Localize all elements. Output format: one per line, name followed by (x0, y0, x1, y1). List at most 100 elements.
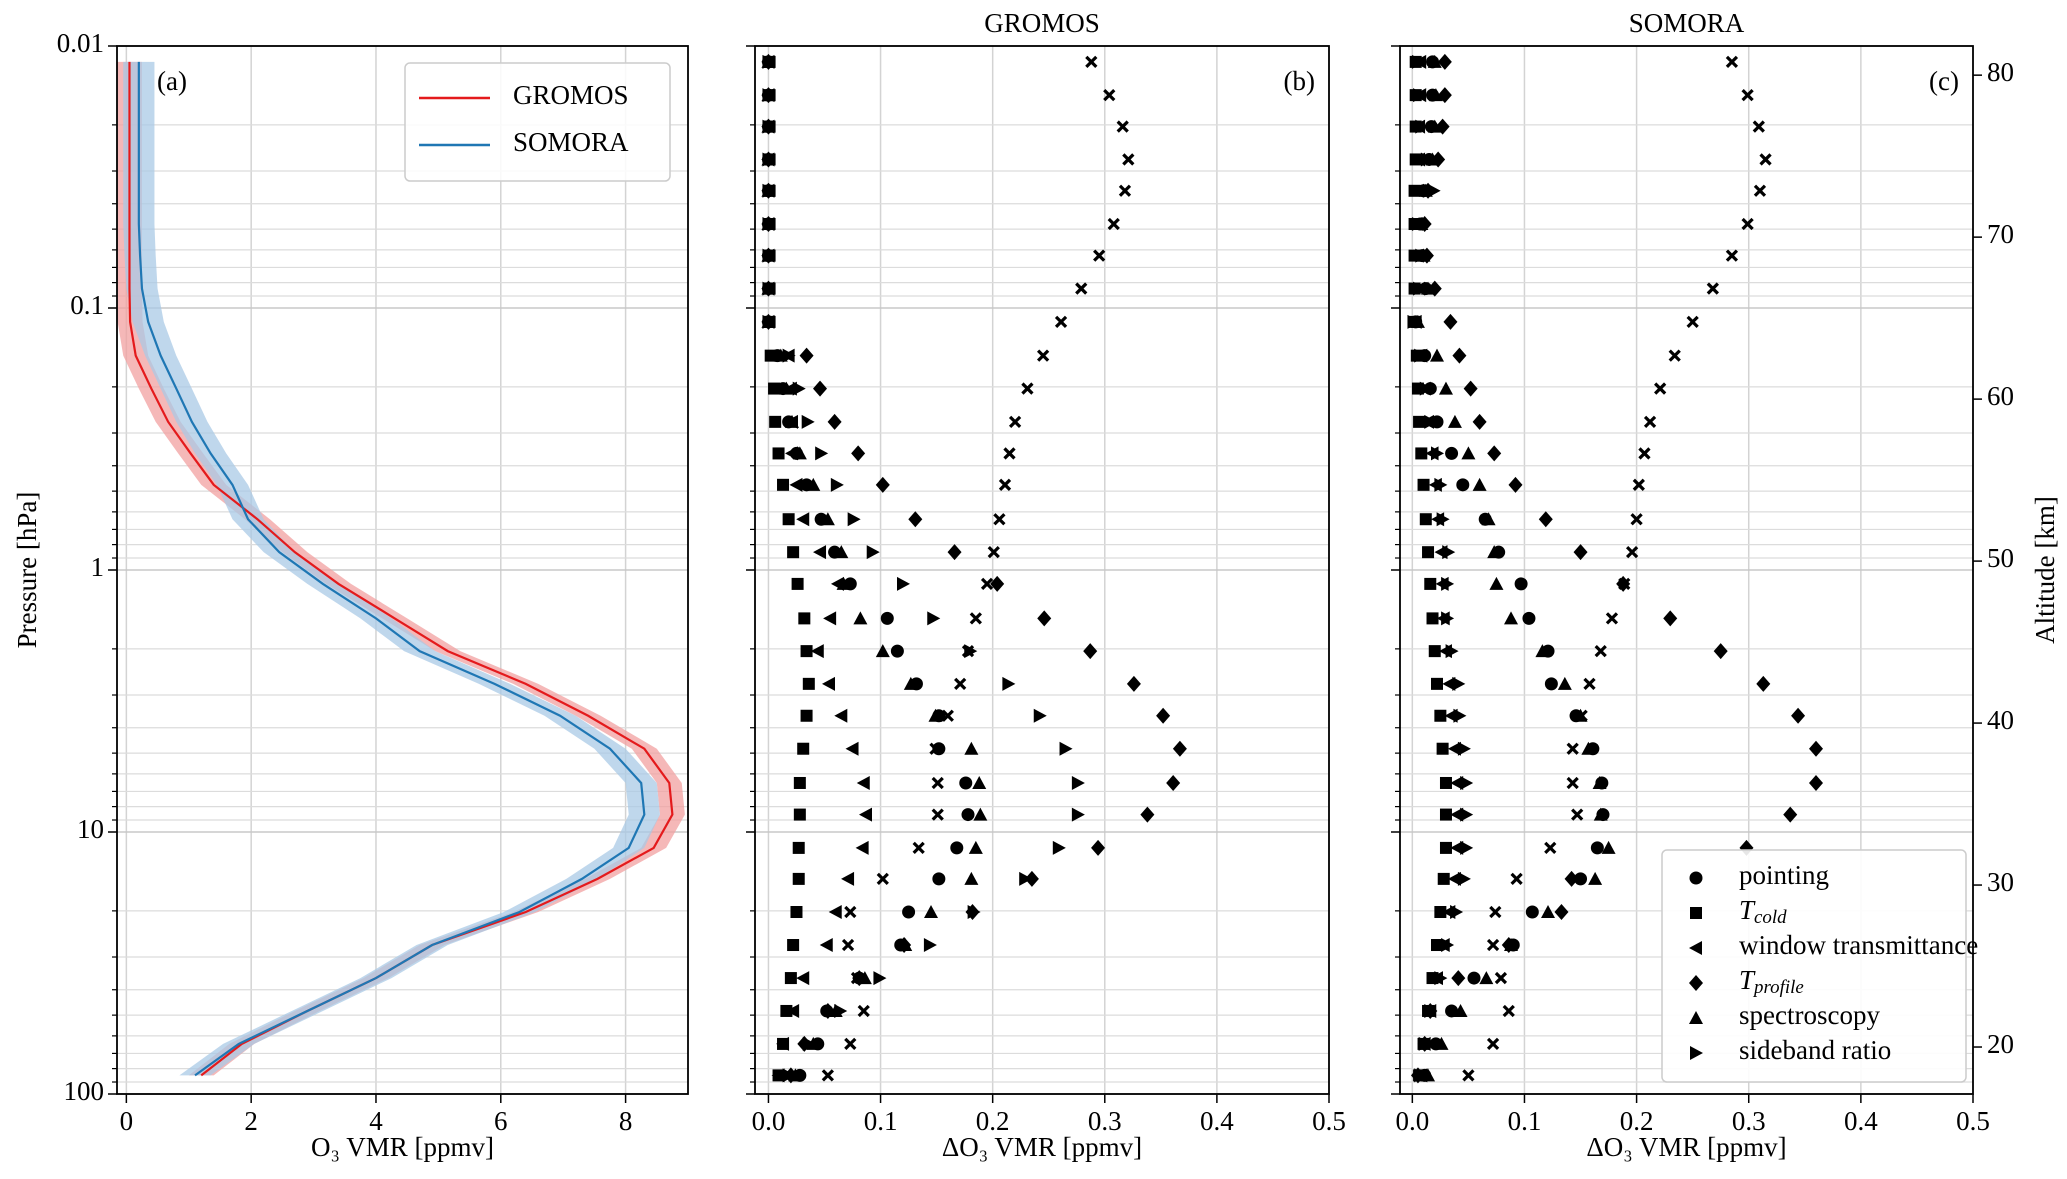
data-point (990, 575, 1005, 592)
data-point (801, 414, 815, 429)
data-point (797, 742, 810, 755)
data-point (1417, 478, 1430, 491)
legend-marker (1689, 1011, 1703, 1024)
data-point (1441, 611, 1455, 626)
legend-marker (1689, 975, 1703, 991)
data-point (1508, 476, 1523, 493)
data-point (1713, 643, 1728, 660)
legend-box (404, 62, 671, 182)
data-point (1427, 119, 1442, 133)
data-point (1059, 741, 1073, 756)
profile-line (128, 61, 674, 1077)
legend-label: spectroscopy (1739, 1000, 1880, 1030)
data-point (1434, 709, 1447, 722)
data-point (1450, 807, 1464, 822)
data-point (873, 971, 887, 986)
data-point (823, 611, 837, 626)
data-point (1510, 872, 1523, 886)
panel-label: (a) (157, 66, 187, 96)
data-point (1415, 119, 1429, 134)
data-point (1514, 577, 1528, 591)
data-point (1037, 610, 1052, 627)
data-point (1419, 381, 1433, 396)
data-point (1126, 675, 1141, 692)
data-point (1741, 88, 1754, 102)
data-point (820, 512, 835, 526)
data-point (973, 807, 988, 821)
data-point (776, 1036, 790, 1051)
x-tick-label: 0.5 (1956, 1106, 1990, 1136)
data-point (768, 382, 781, 395)
data-point (993, 513, 1006, 526)
data-point (1118, 184, 1132, 197)
data-point (771, 1068, 785, 1083)
data-point (928, 708, 943, 722)
data-point (762, 119, 776, 134)
y2-axis-label: Altitude [km] (2030, 496, 2060, 644)
data-point (792, 381, 806, 396)
data-point (1467, 971, 1481, 985)
data-point (1447, 741, 1461, 756)
data-point (1451, 970, 1466, 987)
data-point (813, 545, 827, 560)
data-point (1594, 644, 1607, 658)
data-point (787, 546, 800, 559)
data-point (1450, 775, 1464, 790)
data-point (1420, 152, 1434, 167)
data-point (1421, 281, 1436, 295)
data-point (1052, 840, 1066, 855)
data-point (853, 611, 868, 625)
data-point (954, 677, 967, 690)
data-point (964, 871, 979, 885)
data-point (1643, 415, 1657, 428)
data-point (903, 676, 918, 690)
data-point (931, 776, 944, 790)
x-tick-label: 0.4 (1844, 1106, 1878, 1136)
data-point (912, 841, 925, 855)
data-point (1434, 971, 1448, 986)
data-point (1759, 153, 1772, 166)
data-point (1725, 249, 1739, 262)
data-point (1431, 446, 1445, 461)
data-point (762, 281, 776, 296)
data-point (764, 349, 777, 362)
data-point (1424, 414, 1438, 429)
x-tick-label: 0.2 (976, 1106, 1010, 1136)
data-point (1566, 776, 1579, 790)
data-point (796, 971, 810, 986)
data-point (792, 446, 807, 460)
data-point (857, 1004, 870, 1018)
data-point (1472, 413, 1487, 430)
data-point (1071, 807, 1085, 822)
data-point (819, 938, 833, 953)
data-point (1535, 644, 1550, 658)
data-point (896, 576, 910, 591)
data-point (841, 938, 855, 952)
data-point (961, 644, 975, 658)
data-point (827, 413, 842, 430)
data-point (1668, 349, 1681, 362)
data-point (1457, 871, 1471, 886)
data-point (798, 612, 811, 625)
data-point (1452, 676, 1466, 691)
legend-marker (1689, 941, 1702, 955)
data-point (792, 872, 805, 885)
data-point (769, 415, 782, 428)
data-point (1809, 740, 1824, 757)
data-point (777, 478, 790, 491)
data-point (1452, 347, 1467, 364)
data-point (1489, 576, 1504, 590)
data-point (1116, 120, 1129, 133)
legend-label: Tprofile (1739, 965, 1804, 998)
data-point (834, 545, 849, 559)
data-point (1075, 282, 1088, 295)
uncertainty-band (123, 61, 660, 1076)
data-point (1461, 446, 1476, 460)
data-point (1427, 54, 1442, 68)
y-tick-label: 100 (64, 1076, 105, 1106)
legend-label: sideband ratio (1739, 1035, 1891, 1065)
data-point (1033, 708, 1047, 723)
x-tick-label: 0.1 (864, 1106, 898, 1136)
data-point (1085, 55, 1098, 69)
data-point (1437, 872, 1450, 885)
